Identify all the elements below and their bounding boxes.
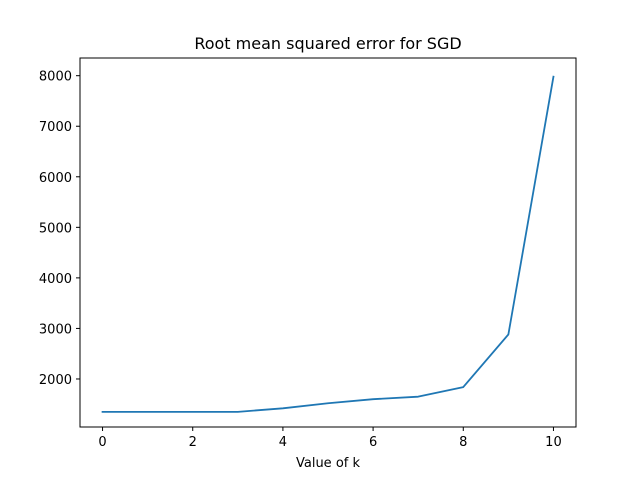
x-tick-label: 8 — [459, 435, 467, 450]
x-tick-label: 10 — [545, 435, 562, 450]
x-tick-label: 4 — [279, 435, 287, 450]
y-tick-label: 3000 — [39, 322, 72, 337]
ticks: 0 2 4 6 8 10 2000 3000 4000 5000 6000 7000 8000 — [39, 70, 562, 450]
y-tick-label: 8000 — [39, 70, 72, 85]
y-tick-label: 5000 — [39, 221, 72, 236]
y-tick-label: 4000 — [39, 272, 72, 287]
y-tick-label: 6000 — [39, 171, 72, 186]
axes-frame — [79, 57, 577, 428]
x-tick-label: 6 — [369, 435, 377, 450]
y-tick-label: 2000 — [39, 373, 72, 388]
chart-title: Root mean squared error for SGD — [194, 34, 461, 53]
x-axis-label: Value of k — [296, 456, 360, 471]
x-tick-label: 2 — [189, 435, 197, 450]
plot-area — [101, 75, 555, 413]
series-line-0 — [101, 75, 555, 413]
y-tick-label: 7000 — [39, 120, 72, 135]
x-tick-label: 0 — [98, 435, 106, 450]
